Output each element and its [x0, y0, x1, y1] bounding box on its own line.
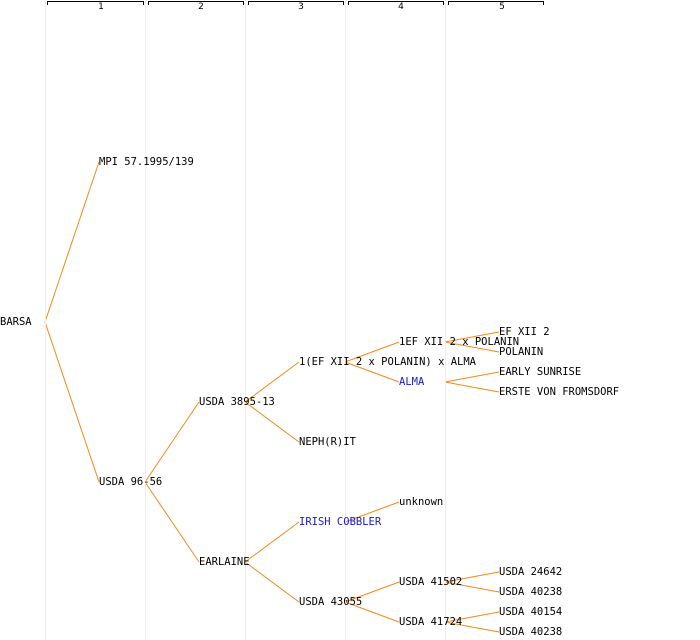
edge-alma-erste — [444, 381, 500, 393]
node-early-sunrise[interactable]: EARLY SUNRISE — [499, 366, 582, 378]
edge-usda43055-usda41502 — [344, 581, 400, 603]
edge-usda41724-usda40238b — [444, 621, 500, 633]
generation-label: 4 — [398, 2, 404, 12]
generation-bracket — [448, 1, 544, 5]
edge-irish_cobbler-unknown — [344, 501, 400, 523]
edge-usda389513-nephrit — [244, 401, 300, 443]
generation-label: 2 — [198, 2, 204, 12]
node-earlaine[interactable]: EARLAINE — [199, 556, 250, 568]
node-barsa[interactable]: BARSA — [0, 316, 32, 328]
generation-label: 5 — [499, 2, 505, 12]
node-efxii-2[interactable]: EF XII 2 — [499, 326, 550, 338]
edge-usda9656-earlaine — [144, 481, 200, 563]
edge-barsa-usda9656 — [44, 321, 100, 483]
generation-bracket — [148, 1, 244, 5]
node-mpi[interactable]: MPI 57.1995/139 — [99, 156, 194, 168]
edge-usda41724-usda40154 — [444, 611, 500, 623]
edge-usda41502-usda40238a — [444, 581, 500, 593]
edge-earlaine-usda43055 — [244, 561, 300, 603]
generation-bracket — [47, 1, 144, 5]
node-irish-cobbler[interactable]: IRISH COBBLER — [299, 516, 382, 528]
generation-guide-line — [145, 0, 146, 640]
edge-usda9656-usda389513 — [144, 401, 200, 483]
node-usda-96-56[interactable]: USDA 96-56 — [99, 476, 163, 488]
generation-guide-line — [345, 0, 346, 640]
node-unknown[interactable]: unknown — [399, 496, 444, 508]
edge-efxii_cross-polanin — [444, 341, 500, 353]
node-usda-24642[interactable]: USDA 24642 — [499, 566, 563, 578]
node-usda-40238[interactable]: USDA 40238 — [499, 586, 563, 598]
edge-efxii_cross_alma-alma — [344, 361, 400, 383]
edge-usda389513-efxii_cross_alma — [244, 361, 300, 403]
edge-alma-early_sunrise — [444, 371, 500, 383]
node-usda-40238[interactable]: USDA 40238 — [499, 626, 563, 638]
edge-efxii_cross-efxii2 — [444, 331, 500, 343]
generation-guide-line — [445, 0, 446, 640]
edge-usda43055-usda41724 — [344, 601, 400, 623]
edge-usda41502-usda24642 — [444, 571, 500, 583]
node-usda-41724[interactable]: USDA 41724 — [399, 616, 463, 628]
node-nephrit[interactable]: NEPH(R)IT — [299, 436, 356, 448]
node-erste-von-fromsdorf[interactable]: ERSTE VON FROMSDORF — [499, 386, 620, 398]
node-usda-43055[interactable]: USDA 43055 — [299, 596, 363, 608]
generation-guide-line — [45, 0, 46, 640]
node-efxii-cross-alma[interactable]: 1(EF XII 2 x POLANIN) x ALMA — [299, 356, 477, 368]
edge-barsa-mpi — [44, 161, 100, 323]
node-usda-40154[interactable]: USDA 40154 — [499, 606, 563, 618]
node-efxii-cross[interactable]: 1EF XII 2 x POLANIN — [399, 336, 520, 348]
node-polanin[interactable]: POLANIN — [499, 346, 544, 358]
generation-bracket — [248, 1, 344, 5]
generation-bracket — [348, 1, 444, 5]
node-alma[interactable]: ALMA — [399, 376, 425, 388]
generation-label: 3 — [298, 2, 304, 12]
generation-guide-line — [245, 0, 246, 640]
generation-label: 1 — [98, 2, 104, 12]
edge-earlaine-irish_cobbler — [244, 521, 300, 563]
edge-efxii_cross_alma-efxii_cross — [344, 341, 400, 363]
node-usda-3895-13[interactable]: USDA 3895-13 — [199, 396, 275, 408]
node-usda-41502[interactable]: USDA 41502 — [399, 576, 463, 588]
